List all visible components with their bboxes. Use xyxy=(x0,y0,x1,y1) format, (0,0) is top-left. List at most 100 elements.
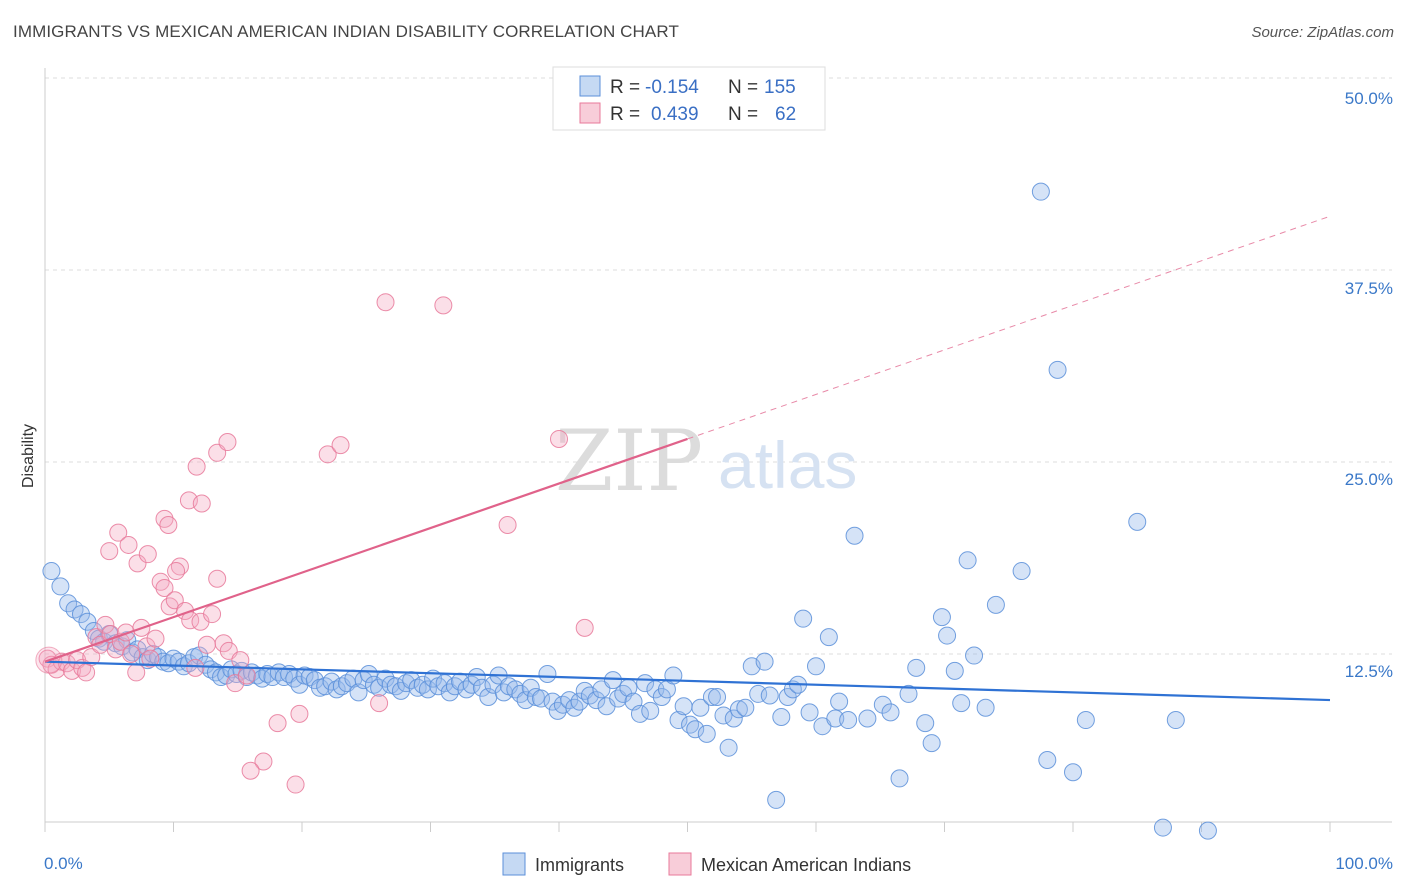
mexican-american-indian-point xyxy=(187,457,206,476)
immigrants-point xyxy=(630,704,649,723)
mexican-american-indian-trend-line-extension xyxy=(687,215,1331,440)
immigrants-point xyxy=(641,701,660,720)
immigrants-point xyxy=(767,790,786,809)
stats-n-value-mexican: 62 xyxy=(775,104,796,125)
mexican-american-indian-point xyxy=(241,761,260,780)
immigrants-point xyxy=(669,711,688,730)
stats-swatch-immigrants xyxy=(579,75,601,97)
mexican-american-indian-point xyxy=(100,542,119,561)
mexican-american-indian-point xyxy=(318,445,337,464)
immigrants-point xyxy=(916,714,935,733)
immigrants-point xyxy=(587,691,606,710)
legend-swatch-immigrants xyxy=(502,852,526,876)
legend-label-immigrants: Immigrants xyxy=(535,855,624,875)
immigrants-point xyxy=(729,700,748,719)
mexican-american-indian-point xyxy=(82,648,101,667)
immigrants-point xyxy=(899,684,918,703)
immigrants-point xyxy=(800,703,819,722)
immigrants-point xyxy=(484,675,503,694)
mexican-american-indian-point xyxy=(370,694,389,713)
immigrants-point xyxy=(697,724,716,743)
y-axis-title: Disability xyxy=(20,424,37,488)
immigrants-point xyxy=(724,709,743,728)
mexican-american-indian-point xyxy=(197,635,216,654)
immigrants-point xyxy=(532,689,551,708)
immigrants-point xyxy=(958,551,977,570)
watermark-atlas: atlas xyxy=(718,428,857,502)
immigrants-point xyxy=(143,645,162,663)
watermark-zip: ZIP xyxy=(555,412,703,510)
mexican-american-indian-point xyxy=(203,605,222,624)
mexican-american-indian-point xyxy=(208,569,227,588)
mexican-american-indian-point xyxy=(127,663,146,682)
immigrants-point xyxy=(976,698,995,717)
y-tick-label-50: 50.0% xyxy=(1345,89,1393,108)
immigrants-point xyxy=(467,668,486,687)
immigrants-point xyxy=(922,734,941,753)
immigrants-point xyxy=(839,711,858,730)
immigrants-point xyxy=(201,660,220,679)
mexican-american-indian-point xyxy=(231,651,250,670)
immigrants-point xyxy=(986,595,1005,614)
immigrants-point xyxy=(603,671,622,690)
immigrants-point xyxy=(702,688,721,707)
y-tick-label-37-5: 37.5% xyxy=(1345,279,1393,298)
mexican-american-indian-point xyxy=(128,554,147,573)
immigrants-point xyxy=(1198,821,1217,840)
mexican-american-indian-point xyxy=(376,293,395,312)
immigrants-point xyxy=(71,605,90,624)
immigrants-point xyxy=(580,686,599,705)
axes xyxy=(44,68,1392,832)
immigrants-point xyxy=(907,658,926,677)
immigrants-point xyxy=(755,652,774,671)
immigrants-point xyxy=(819,628,838,647)
mexican-american-indian-point xyxy=(109,523,128,542)
immigrants-point xyxy=(686,720,705,739)
immigrants-point xyxy=(932,608,951,627)
x-tick-label-left: 0.0% xyxy=(44,854,83,873)
immigrants-point xyxy=(1153,818,1172,837)
immigrants-point xyxy=(327,680,346,699)
chart-source: Source: ZipAtlas.com xyxy=(1251,24,1394,41)
immigrants-point xyxy=(1128,512,1147,531)
mexican-american-indian-point xyxy=(575,618,594,637)
mexican-american-indian-point xyxy=(159,515,178,534)
immigrants-point xyxy=(708,688,727,707)
immigrants-point xyxy=(826,709,845,728)
watermark: ZIP atlas xyxy=(555,412,857,510)
immigrants-point xyxy=(881,703,900,722)
mexican-american-indian-point xyxy=(254,752,273,771)
immigrants-point xyxy=(965,646,984,665)
immigrants-point xyxy=(736,698,755,717)
immigrants-point xyxy=(691,698,710,717)
immigrants-point xyxy=(1031,182,1050,201)
legend-swatch-mexican xyxy=(668,852,692,876)
immigrants-point xyxy=(1048,360,1067,379)
stats-box: R = -0.154 N = 155 R = 0.439 N = 62 xyxy=(552,66,826,131)
immigrants-point xyxy=(1076,711,1095,730)
mexican-american-indian-point xyxy=(331,436,350,455)
x-tick-label-right: 100.0% xyxy=(1335,854,1393,873)
immigrants-point xyxy=(749,684,768,703)
immigrants-point xyxy=(1038,750,1057,769)
data-points xyxy=(35,182,1217,840)
immigrants-point xyxy=(1166,711,1185,730)
mexican-american-indian-point xyxy=(268,714,287,733)
immigrants-point xyxy=(714,706,733,725)
mexican-american-indian-point xyxy=(550,429,568,448)
immigrants-point xyxy=(807,657,825,676)
immigrants-point xyxy=(945,661,964,680)
immigrants-point xyxy=(78,612,97,631)
mexican-american-indian-trend-line xyxy=(44,437,688,663)
y-tick-labels: 12.5% 25.0% 37.5% 50.0% xyxy=(1345,89,1393,681)
immigrants-point xyxy=(760,686,779,705)
mexican-american-indian-point xyxy=(155,578,174,597)
grid-lines xyxy=(45,77,1392,655)
mexican-american-indian-point xyxy=(237,666,256,685)
mexican-american-indian-point xyxy=(77,663,96,682)
stats-r-value-immigrants: -0.154 xyxy=(645,77,699,98)
stats-swatch-mexican xyxy=(579,102,601,124)
immigrants-point xyxy=(51,577,70,596)
immigrants-point xyxy=(890,769,909,788)
